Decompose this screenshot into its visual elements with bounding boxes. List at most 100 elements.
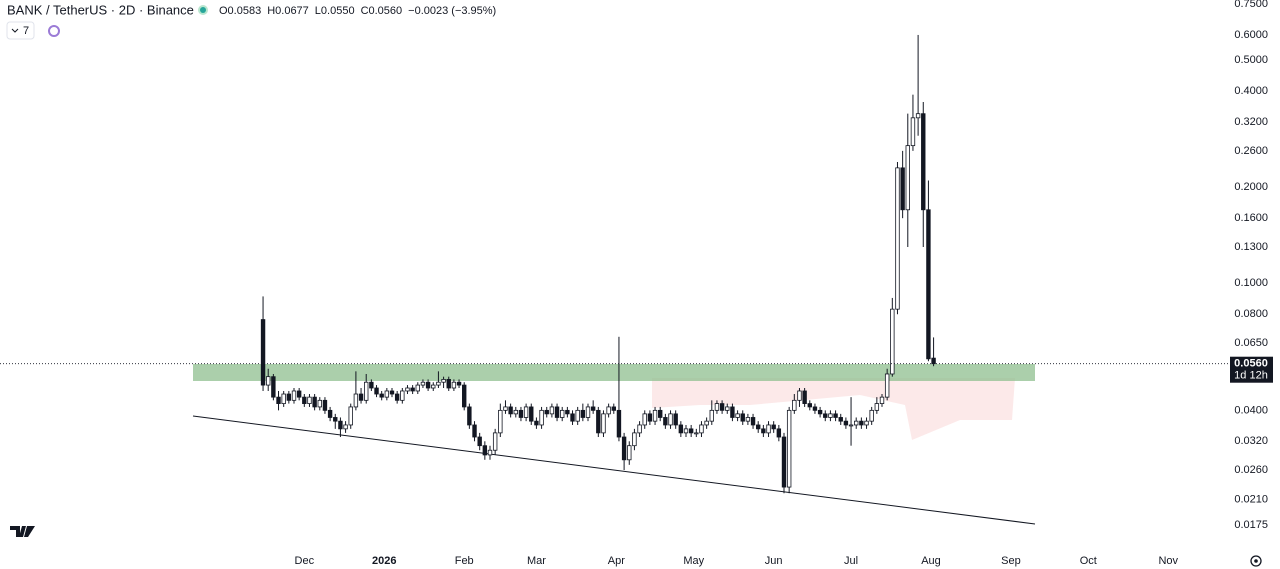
candle-body [678,424,684,434]
candle [652,406,658,425]
candle-body [905,145,910,211]
candle-body [833,413,838,418]
candle-body [281,393,286,404]
candle-body [544,409,549,415]
candle [487,445,493,460]
candle [812,403,818,414]
settings-icon[interactable] [1250,555,1262,567]
candle-body [498,409,503,434]
candle-body [503,406,508,411]
x-tick-label: Feb [455,555,474,567]
candle [699,421,704,438]
candle-body [358,393,364,401]
candle [322,397,328,414]
candle-body [327,409,333,418]
indicator-count: 7 [23,25,29,37]
candle [503,400,508,414]
chevron [11,28,19,33]
candle-body [302,396,307,404]
candle [364,373,369,404]
candle-body [343,424,348,430]
candle [725,403,730,414]
candles [260,34,936,494]
candle [462,382,467,411]
candle-body [647,413,653,422]
candle [291,387,297,404]
settings-icon-center [1254,559,1258,563]
candle [910,94,916,151]
candle [616,336,622,442]
indicator-toggle[interactable] [6,21,35,40]
candle [771,421,776,433]
y-tick-label: 0.0800 [1234,308,1268,320]
y-tick-label: 0.5000 [1234,54,1268,66]
candle-body [709,409,714,422]
symbol-title[interactable]: BANK / TetherUS · 2D · Binance [7,2,194,17]
candle-body [539,409,544,426]
candle-body [549,406,555,415]
candle [333,413,338,429]
candle-body [472,424,477,438]
candle [508,403,513,418]
candle-body [859,420,864,426]
candle-body [405,387,410,392]
candle [523,403,529,422]
candle [384,387,390,401]
candle [394,390,400,404]
y-tick-label: 0.0320 [1234,435,1268,447]
candle-body [843,420,849,426]
candle-body [884,373,890,398]
candle [296,387,302,401]
candle [833,410,838,422]
candle-body [570,413,575,422]
candle-body [322,399,328,411]
candle [869,406,874,425]
candle-body [766,424,771,434]
candle [606,403,611,418]
candle-body [915,113,921,119]
candle [601,410,606,438]
candle [400,387,405,404]
candle-body [838,417,843,422]
candle-body [792,399,797,411]
candle-body [745,417,751,422]
y-tick-label: 0.2600 [1234,145,1268,157]
candle [621,432,627,471]
candle [513,406,518,418]
candle [570,410,575,425]
candle-body [312,396,317,408]
x-tick-label: Jul [844,555,858,567]
candle-body [704,420,709,426]
candle [369,379,374,391]
candle [750,413,756,429]
candle-body [683,428,689,434]
candle-body [864,420,869,426]
candle-body [554,406,560,418]
candle-body [771,424,776,430]
candle [658,406,663,422]
candle [317,397,322,411]
candle [797,387,802,407]
candle [467,403,472,429]
candle-body [642,413,647,426]
y-tick-label: 0.0260 [1234,464,1268,476]
candle-body [616,409,622,438]
candle [374,385,379,398]
candle [431,382,436,391]
candle [730,403,735,422]
candle-body [699,424,704,434]
candle [719,400,725,414]
candle [921,101,926,247]
candle [864,417,869,429]
candle [740,410,745,425]
candle [348,403,353,429]
candle [271,373,276,401]
candle [302,394,307,407]
candle-body [446,379,451,389]
support-zone[interactable] [193,364,1035,381]
candle-body [797,390,802,401]
logo[interactable] [10,526,35,537]
trend-line[interactable] [192,415,1036,525]
candle-body [658,409,663,418]
candle-body [307,396,312,404]
